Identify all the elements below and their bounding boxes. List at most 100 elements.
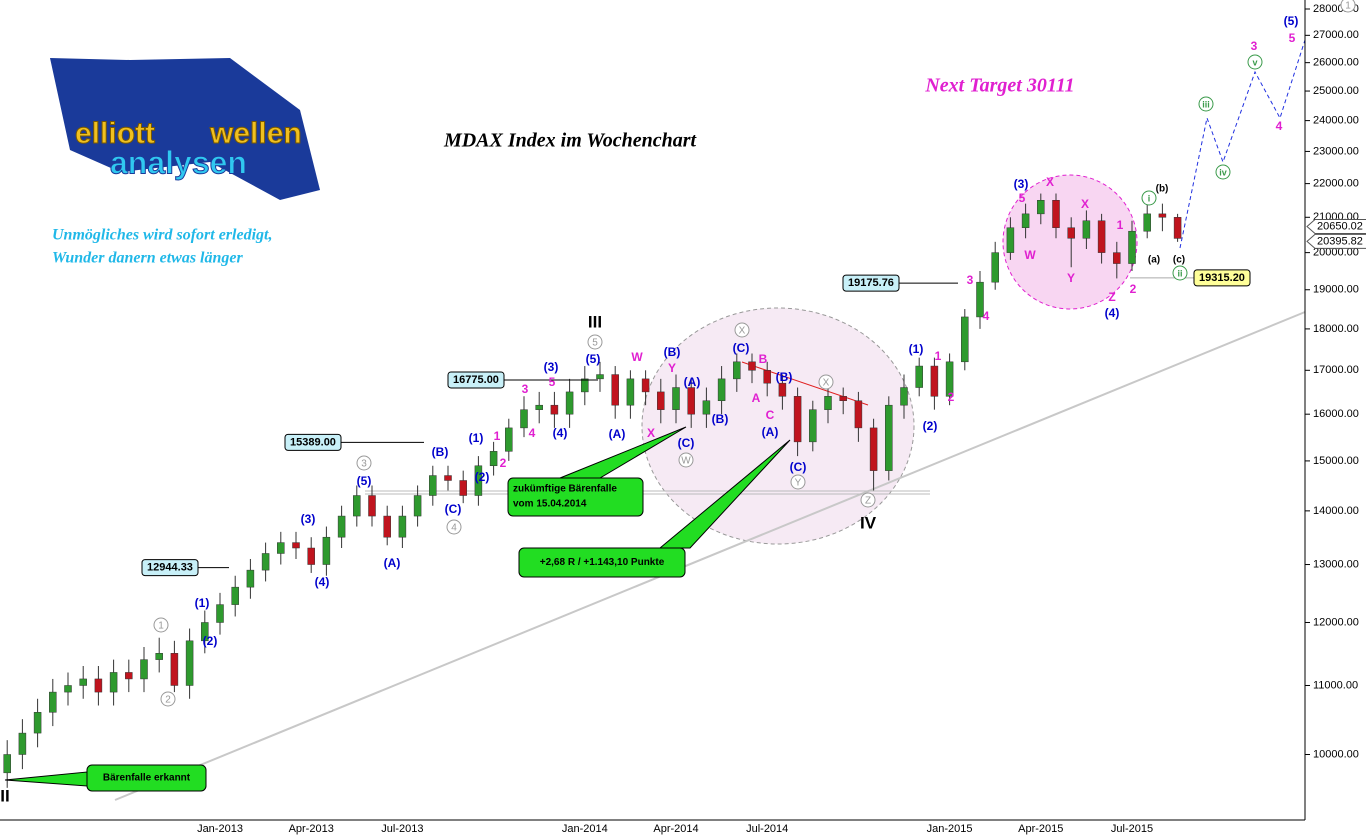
wave-label: 5 [1019, 191, 1026, 205]
wave-label: ii [1177, 268, 1182, 278]
candle-body [49, 691, 57, 713]
x-tick-label: Jan-2013 [197, 823, 243, 835]
wave-label: (A) [384, 556, 401, 570]
label-circle [734, 322, 750, 338]
wave-label: X [823, 378, 830, 389]
candle-body [520, 409, 528, 429]
level-label: 19175.76 [848, 277, 894, 289]
label-circle [678, 452, 694, 468]
label-circle [1198, 96, 1214, 112]
candle-body [307, 547, 315, 565]
candle-body [930, 365, 939, 397]
y-tick-label: 12000.00 [1313, 616, 1359, 628]
level-box [284, 433, 342, 451]
callout-text: +2,68 R / +1.143,10 Punkte [540, 557, 665, 568]
x-tick-label: Jan-2015 [927, 823, 973, 835]
x-tick-label: Jan-2014 [562, 823, 608, 835]
candle-body [413, 495, 422, 517]
logo-text: elliott [75, 117, 155, 150]
callout-text: vom 15.04.2014 [513, 499, 587, 510]
x-tick-label: Apr-2013 [289, 823, 334, 835]
wave-label: 4 [983, 309, 990, 323]
candle-body [641, 378, 650, 393]
y-tick-label: 15000.00 [1313, 455, 1359, 467]
wave-label: 5 [1289, 31, 1296, 45]
candle-body [733, 361, 741, 380]
wave-label: v [1252, 57, 1257, 67]
y-tick-label: 10000.00 [1313, 748, 1359, 760]
wave-label: 1 [494, 429, 501, 443]
candle-body [763, 370, 771, 384]
y-tick-label: 17000.00 [1313, 364, 1359, 376]
wave-label: 3 [967, 273, 974, 287]
label-circle [818, 374, 834, 390]
wave-label: 1 [158, 621, 164, 632]
axis-price-box [1306, 233, 1366, 249]
candle-body [474, 465, 483, 496]
wave-label: (C) [678, 436, 695, 450]
candle-body [33, 712, 42, 734]
candle-body [505, 427, 513, 452]
wave-label: (2) [923, 419, 938, 433]
callout-text: zukümftige Bärenfalle [513, 484, 617, 495]
y-tick-label: 26000.00 [1313, 57, 1359, 69]
wave-label: (1) [195, 596, 210, 610]
level-label: 15389.00 [290, 436, 336, 448]
wave-label: 1 [1345, 1, 1351, 12]
wave-label: (1) [909, 342, 924, 356]
wave-label: Y [668, 361, 676, 375]
wave-label: 5 [592, 338, 598, 349]
callout-box [507, 477, 644, 517]
wave-label: (c) [1173, 255, 1185, 266]
candle-body [657, 391, 665, 410]
y-tick-label: 16000.00 [1313, 408, 1359, 420]
wave-label: (2) [203, 634, 218, 648]
candle-body [535, 404, 543, 410]
candle-body [322, 536, 331, 565]
axis-price-label: 20650.02 [1317, 220, 1363, 232]
level-box [842, 274, 900, 292]
axis-price-box [1306, 218, 1366, 234]
wave-label: (5) [1284, 14, 1299, 28]
label-circle [1340, 0, 1356, 13]
candle-body [383, 515, 391, 538]
wave-label: (2) [475, 470, 490, 484]
candle-body [368, 495, 376, 517]
wave-label: W [681, 456, 691, 467]
candle-body [185, 640, 194, 686]
trend-line [741, 361, 869, 406]
candle-body [261, 553, 270, 571]
wave-label: 4 [1276, 119, 1283, 133]
candle-body [277, 542, 285, 554]
wave-label: (3) [301, 512, 316, 526]
wave-label: (5) [357, 474, 372, 488]
candle-body [1082, 220, 1091, 239]
label-circle [790, 474, 806, 490]
wave-label: (5) [586, 352, 601, 366]
label-circle [587, 334, 603, 350]
candle-body [64, 685, 72, 693]
candle-body [626, 378, 635, 406]
candle-body [201, 622, 209, 642]
wave-label: 3 [522, 382, 529, 396]
decorations [0, 0, 1306, 821]
level-box [447, 371, 505, 389]
wave-label: (B) [432, 445, 449, 459]
candle-body [170, 653, 179, 686]
candle-body [459, 480, 467, 496]
x-tick-label: Jul-2015 [1111, 823, 1153, 835]
wave-label: C [766, 408, 775, 422]
candle-body [79, 678, 87, 686]
wave-label: 3 [1251, 39, 1258, 53]
label-circle [1141, 190, 1157, 206]
label-circle [1172, 265, 1188, 281]
candle-body [337, 515, 346, 538]
wave-label: 2 [500, 456, 507, 470]
label-circle [356, 455, 372, 471]
y-tick-label: 20000.00 [1313, 247, 1359, 259]
logo-text: wellen [209, 117, 302, 150]
candle-body [1143, 213, 1151, 232]
y-tick-label: 23000.00 [1313, 145, 1359, 157]
label-circle [1247, 54, 1263, 70]
